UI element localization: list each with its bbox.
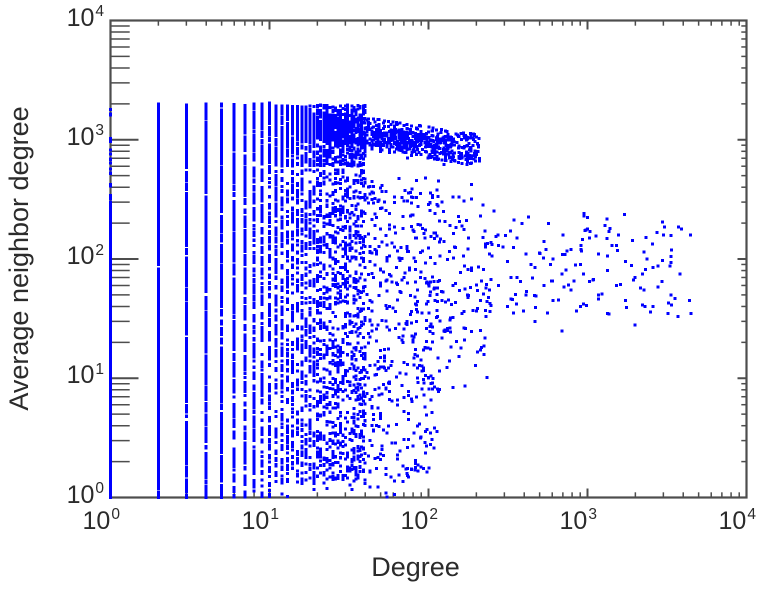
y-tick-label-4: 104 xyxy=(66,3,104,32)
x-tick-label-2: 102 xyxy=(400,506,438,535)
y-tick-label-1: 101 xyxy=(66,360,104,390)
x-tick-label-0: 100 xyxy=(82,506,120,535)
y-axis-title-text: Average neighbor degree xyxy=(4,106,34,411)
x-axis-title: Degree xyxy=(0,552,777,583)
x-tick-label-4: 104 xyxy=(718,506,756,535)
y-tick-label-3: 103 xyxy=(66,122,104,151)
x-tick-label-3: 103 xyxy=(559,506,597,535)
x-axis-title-text: Degree xyxy=(371,552,460,582)
y-tick-label-0: 100 xyxy=(66,480,104,509)
x-tick-label-1: 101 xyxy=(241,506,279,535)
y-tick-label-2: 102 xyxy=(66,241,104,270)
